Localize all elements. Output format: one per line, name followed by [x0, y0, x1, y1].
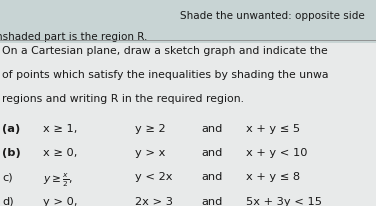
Text: regions and writing R in the required region.: regions and writing R in the required re…: [2, 94, 244, 104]
Text: x + y < 10: x + y < 10: [246, 148, 308, 158]
Text: 2x > 3: 2x > 3: [135, 197, 173, 206]
Text: On a Cartesian plane, draw a sketch graph and indicate the: On a Cartesian plane, draw a sketch grap…: [2, 46, 327, 56]
Text: nshaded part is the region R.: nshaded part is the region R.: [0, 32, 148, 42]
FancyBboxPatch shape: [0, 0, 376, 43]
Text: y ≥ 2: y ≥ 2: [135, 124, 166, 134]
Text: x ≥ 0,: x ≥ 0,: [43, 148, 77, 158]
Text: x ≥ 1,: x ≥ 1,: [43, 124, 77, 134]
Text: d): d): [2, 197, 14, 206]
Text: c): c): [2, 172, 12, 182]
Text: x + y ≤ 8: x + y ≤ 8: [246, 172, 300, 182]
Text: y > 0,: y > 0,: [43, 197, 78, 206]
Text: x + y ≤ 5: x + y ≤ 5: [246, 124, 300, 134]
Text: and: and: [201, 124, 223, 134]
Text: and: and: [201, 172, 223, 182]
Text: and: and: [201, 197, 223, 206]
Text: y < 2x: y < 2x: [135, 172, 173, 182]
Text: of points which satisfy the inequalities by shading the unwa: of points which satisfy the inequalities…: [2, 70, 328, 80]
Text: $y \geq \frac{x}{2},$: $y \geq \frac{x}{2},$: [43, 172, 73, 189]
Text: Shade the unwanted: opposite side: Shade the unwanted: opposite side: [180, 11, 365, 21]
Text: (a): (a): [2, 124, 20, 134]
Text: (b): (b): [2, 148, 21, 158]
Text: 5x + 3y < 15: 5x + 3y < 15: [246, 197, 322, 206]
Text: y > x: y > x: [135, 148, 166, 158]
Text: and: and: [201, 148, 223, 158]
